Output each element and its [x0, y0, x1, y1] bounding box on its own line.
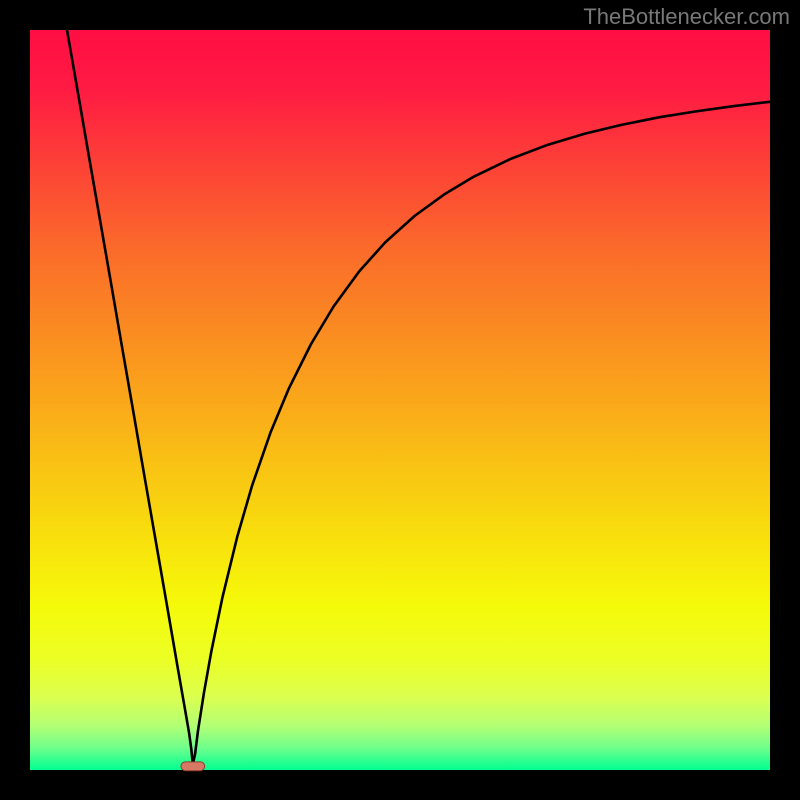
optimum-marker [181, 762, 205, 771]
plot-background-gradient [30, 30, 770, 770]
bottleneck-plot [0, 0, 800, 800]
watermark-text: TheBottlenecker.com [583, 4, 790, 30]
chart-container: TheBottlenecker.com [0, 0, 800, 800]
